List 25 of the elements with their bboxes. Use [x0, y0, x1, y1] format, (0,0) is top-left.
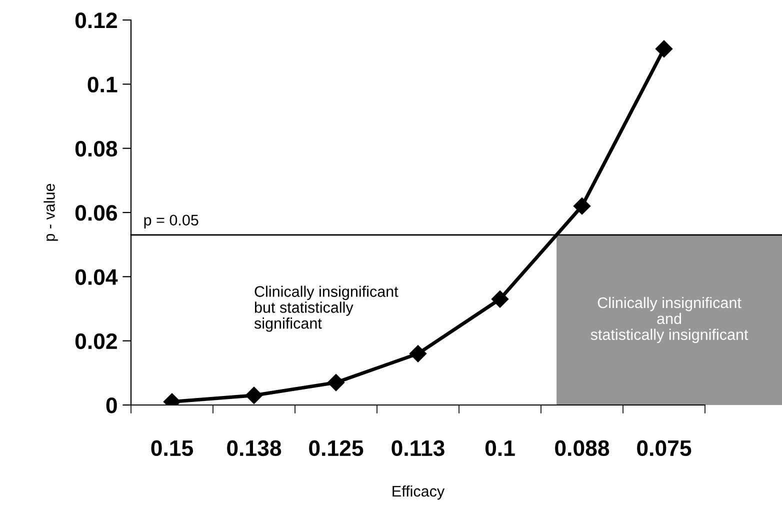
point: [573, 198, 591, 215]
point: [409, 345, 427, 362]
y-axis-title: p - value: [44, 184, 58, 241]
x-tick-label: 0.075: [637, 440, 692, 456]
band-label: Clinically insignificant and statistically insignificant: [590, 296, 748, 344]
x-tick-label: 0.125: [309, 440, 364, 456]
ref-line-label: p = 0.05: [144, 214, 198, 229]
x-tick-label: 0.1: [485, 440, 515, 456]
point: [491, 290, 509, 308]
y-tick-label: 0.08: [75, 140, 118, 157]
y-tick-label: 0.1: [88, 76, 118, 92]
y-tick-label: 0.12: [75, 12, 117, 28]
x-tick-label: 0.088: [555, 440, 610, 456]
point: [245, 386, 263, 404]
x-tick-label: 0.138: [227, 440, 282, 456]
x-tick-label: 0.15: [151, 440, 194, 456]
point: [655, 40, 673, 58]
point: [327, 374, 345, 392]
y-tick-label: 0: [106, 398, 117, 414]
y-tick-label: 0.04: [75, 269, 118, 285]
y-tick-label: 0.06: [75, 205, 118, 221]
x-tick-label: 0.113: [392, 440, 444, 456]
annotation: Clinically insignificant but statistically significant: [254, 286, 398, 332]
y-tick-label: 0.02: [75, 333, 117, 350]
x-axis-title: Efficacy: [392, 485, 445, 500]
